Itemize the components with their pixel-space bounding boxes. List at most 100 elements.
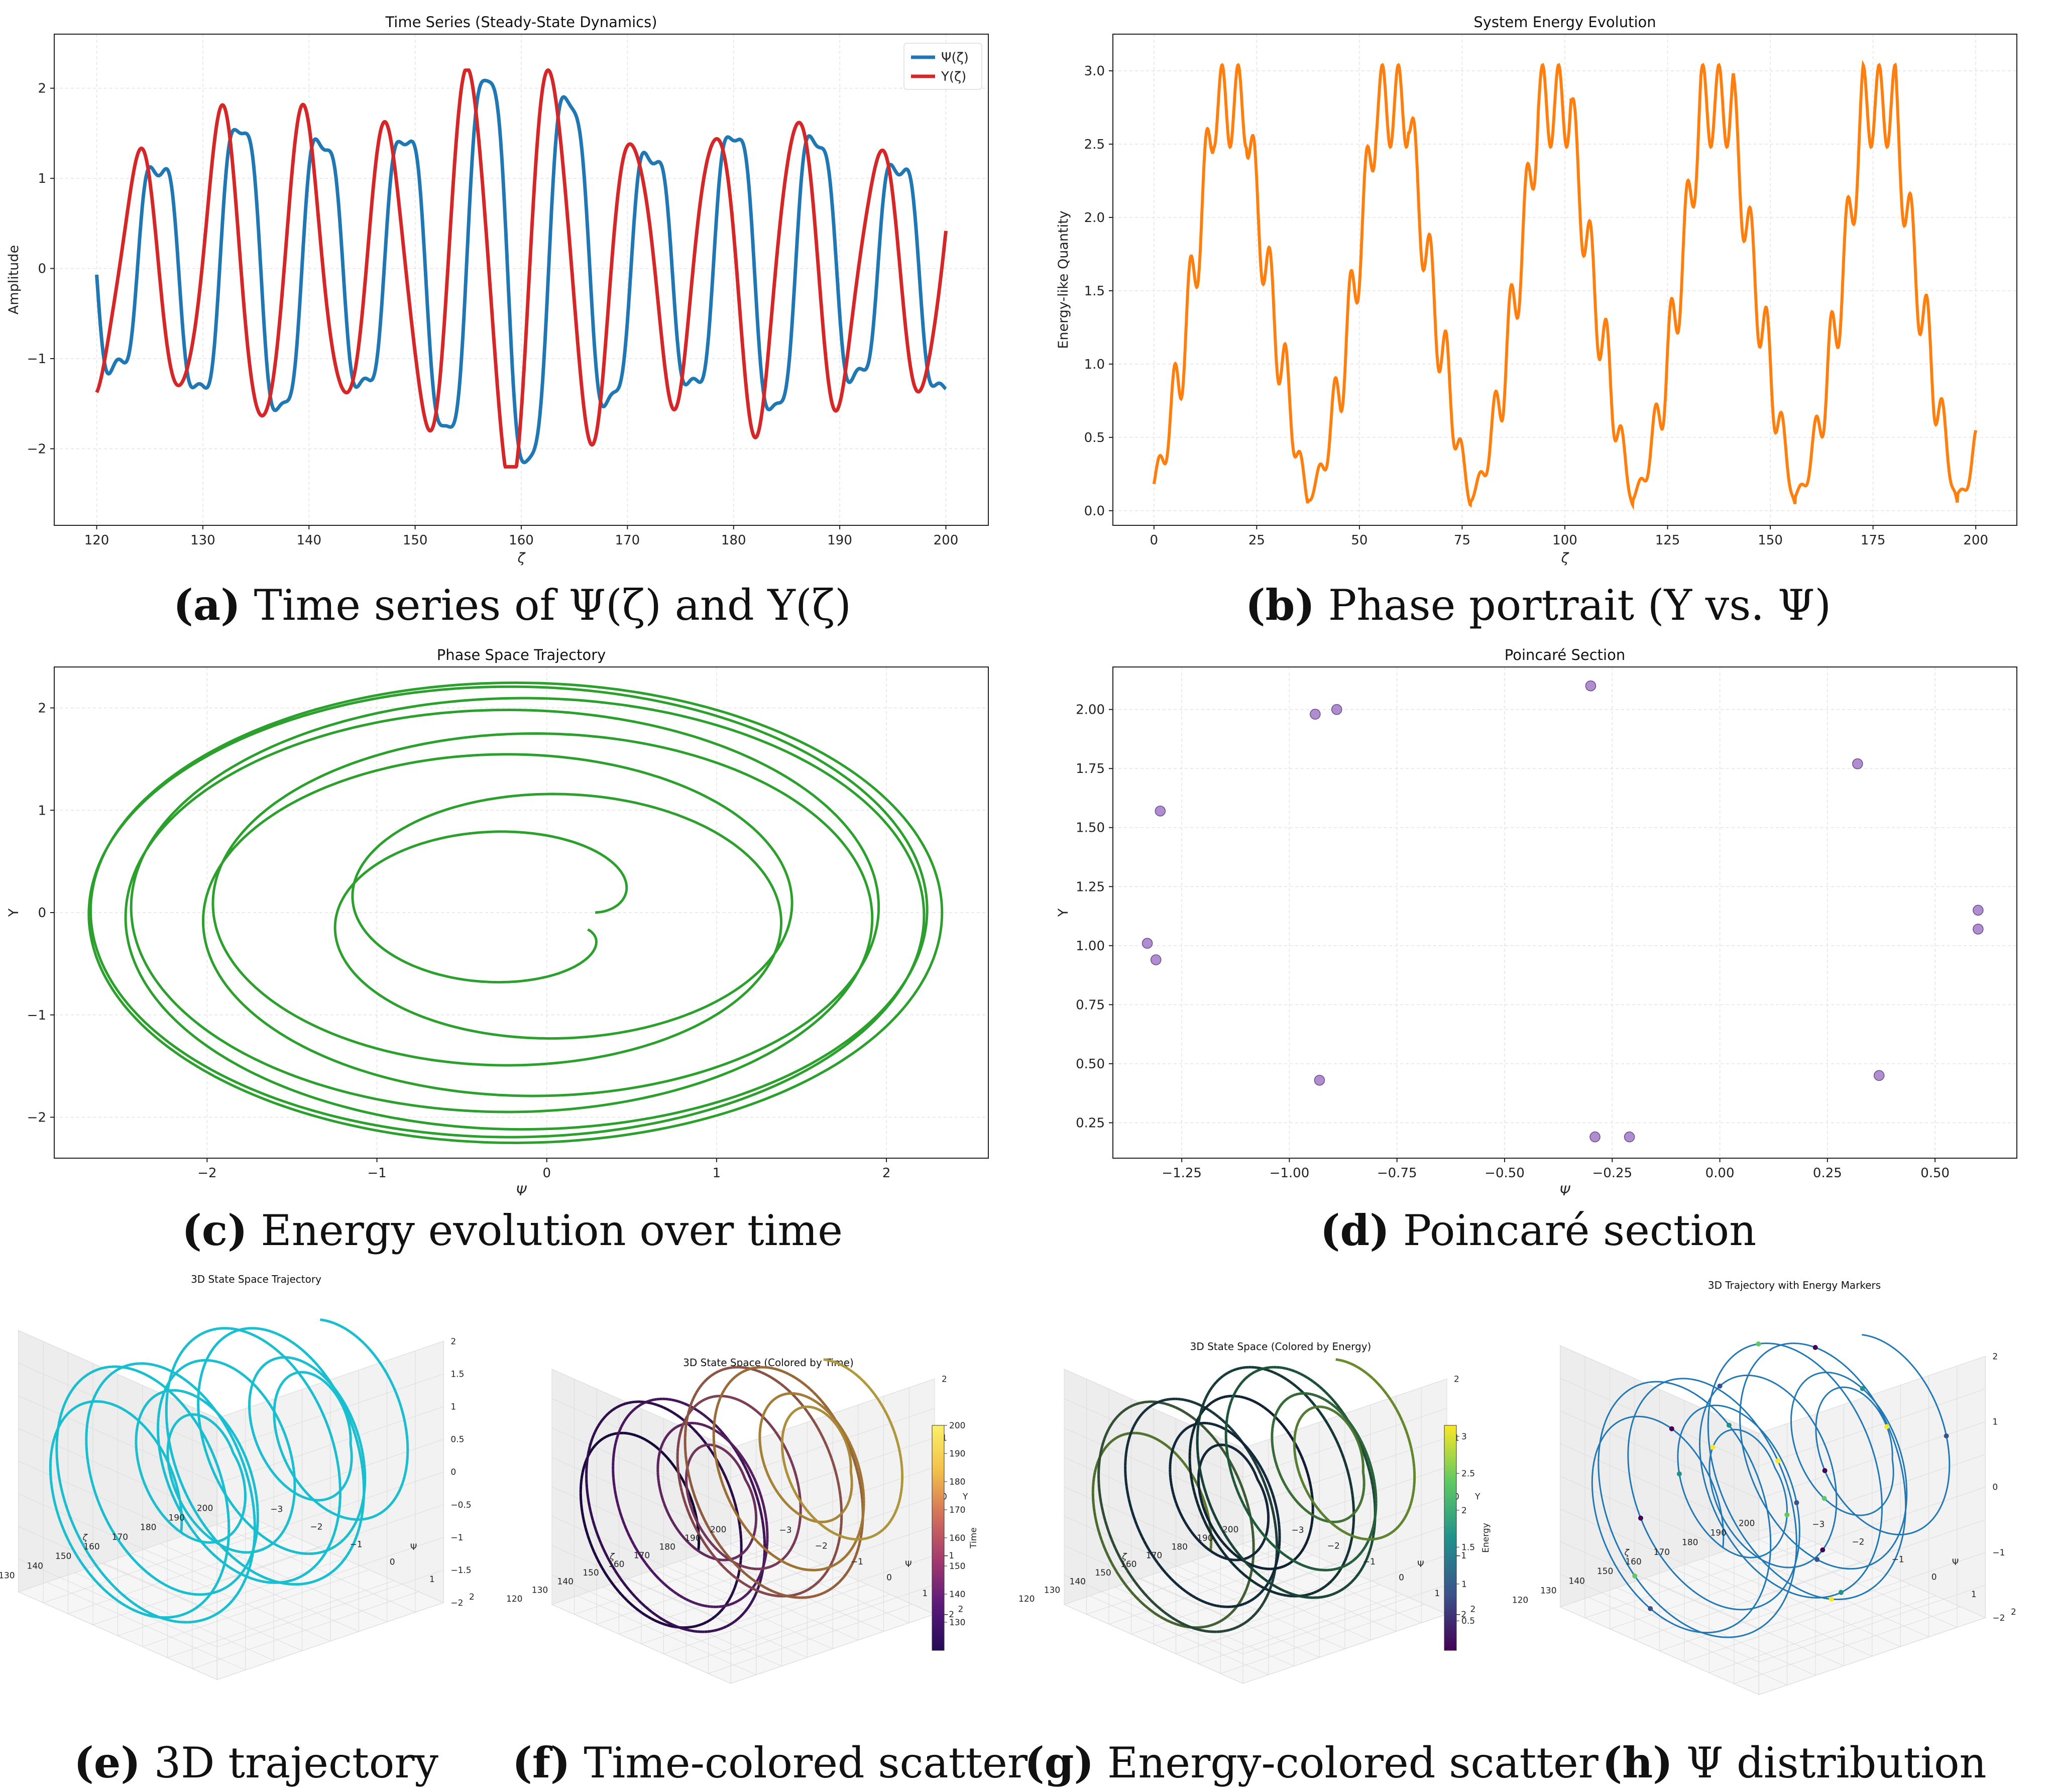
trajectory-segment [806, 1385, 811, 1390]
trajectory-segment [720, 1479, 724, 1484]
grid-3d [551, 1427, 731, 1507]
trajectory-segment [340, 1515, 345, 1519]
trajectory-segment [1372, 1474, 1375, 1479]
trajectory-segment [812, 1584, 816, 1588]
y-tick-label: 0.25 [1076, 1115, 1105, 1131]
trajectory-segment [770, 1564, 774, 1568]
trajectory-segment [1373, 1494, 1376, 1500]
trajectory-segment [326, 1383, 330, 1387]
trajectory-segment [122, 1365, 127, 1369]
trajectory-segment [261, 1535, 266, 1539]
trajectory-segment [154, 1439, 159, 1444]
trajectory-segment [1268, 1484, 1272, 1488]
trajectory-segment [1153, 1602, 1159, 1608]
trajectory-segment [663, 1438, 666, 1441]
trajectory-segment [255, 1529, 260, 1535]
trajectory-segment [798, 1400, 803, 1406]
trajectory-segment [171, 1457, 176, 1464]
trajectory-segment [329, 1434, 334, 1440]
trajectory-segment [1351, 1495, 1354, 1500]
trajectory-segment [849, 1458, 852, 1461]
trajectory-segment [810, 1397, 813, 1401]
trajectory-segment [647, 1608, 653, 1613]
trajectory-segment [702, 1444, 705, 1447]
trajectory-segment [279, 1533, 283, 1537]
trajectory-segment [1199, 1628, 1203, 1632]
trajectory-segment [825, 1527, 829, 1531]
trajectory-segment [210, 1534, 216, 1540]
trajectory-segment [359, 1508, 363, 1513]
trajectory-segment [1231, 1545, 1236, 1551]
trajectory-segment [871, 1390, 876, 1395]
trajectory-segment [760, 1591, 765, 1595]
panel-g: 3D State Space (Colored by Energy) 120 130… [1018, 1266, 1599, 1792]
trajectory-segment [766, 1472, 770, 1476]
upsilon-tick-label: −1 [942, 1551, 954, 1561]
trajectory-segment [715, 1370, 719, 1374]
trajectory-segment [681, 1479, 686, 1484]
trajectory-segment [291, 1473, 295, 1478]
trajectory-segment [1157, 1562, 1162, 1567]
trajectory-segment [898, 1497, 901, 1501]
trajectory-segment [615, 1405, 619, 1409]
trajectory-segment [1249, 1566, 1255, 1572]
trajectory-segment [772, 1563, 776, 1567]
trajectory-segment [393, 1496, 398, 1500]
trajectory-segment [226, 1535, 230, 1538]
x-tick-label: −0.25 [1592, 1166, 1632, 1181]
trajectory-segment [301, 1495, 304, 1499]
trajectory-segment [875, 1396, 880, 1401]
trajectory-segment [246, 1462, 251, 1467]
grid-3d [551, 1604, 731, 1684]
trajectory-segment [1228, 1430, 1232, 1434]
trajectory-segment [725, 1450, 728, 1453]
trajectory-segment [180, 1590, 185, 1594]
trajectory-segment [223, 1435, 227, 1438]
poincare-point [1150, 954, 1162, 965]
trajectory-segment [1236, 1367, 1240, 1371]
trajectory-segment [786, 1476, 790, 1480]
trajectory-segment [764, 1566, 767, 1570]
trajectory-segment [660, 1444, 663, 1447]
trajectory-segment [312, 1564, 317, 1569]
trajectory-segment [1298, 1388, 1304, 1393]
trajectory-segment [809, 1388, 814, 1393]
trajectory-segment [1199, 1409, 1203, 1414]
trajectory-segment [683, 1537, 687, 1541]
trajectory-segment [349, 1330, 354, 1335]
trajectory-segment [749, 1470, 753, 1475]
trajectory-segment [1361, 1564, 1365, 1569]
trajectory-segment [794, 1408, 797, 1412]
trajectory-segment [1305, 1470, 1309, 1475]
trajectory-segment [748, 1486, 751, 1489]
trajectory-segment [1184, 1521, 1188, 1525]
upsilon-tick-label: −2 [942, 1610, 954, 1620]
trajectory-segment [758, 1578, 762, 1583]
trajectory-segment [307, 1386, 312, 1392]
trajectory-segment [839, 1558, 843, 1562]
trajectory-segment [848, 1498, 851, 1501]
trajectory-segment [701, 1530, 705, 1535]
trajectory-segment [704, 1520, 709, 1526]
trajectory-segment [75, 1381, 80, 1386]
trajectory-segment [834, 1549, 838, 1554]
trajectory-segment [743, 1465, 748, 1471]
trajectory-segment [1108, 1534, 1113, 1540]
trajectory-segment [688, 1492, 692, 1497]
trajectory-segment [1280, 1550, 1285, 1555]
trajectory-segment [719, 1562, 724, 1567]
trajectory-segment [729, 1602, 733, 1606]
trajectory-segment [1321, 1415, 1326, 1420]
trajectory-segment [857, 1542, 861, 1547]
trajectory-segment [268, 1466, 272, 1471]
grid-3d [1242, 1467, 1447, 1537]
x-tick-label: 50 [1351, 533, 1367, 548]
grid-3d [217, 1341, 444, 1419]
trajectory-segment [721, 1389, 726, 1394]
trajectory-segment [68, 1514, 72, 1520]
trajectory-segment [198, 1527, 202, 1531]
trajectory-segment [177, 1589, 182, 1593]
trajectory-segment [818, 1403, 822, 1407]
caption-c: (c) Energy evolution over time [182, 1205, 843, 1255]
trajectory-segment [1237, 1552, 1242, 1558]
